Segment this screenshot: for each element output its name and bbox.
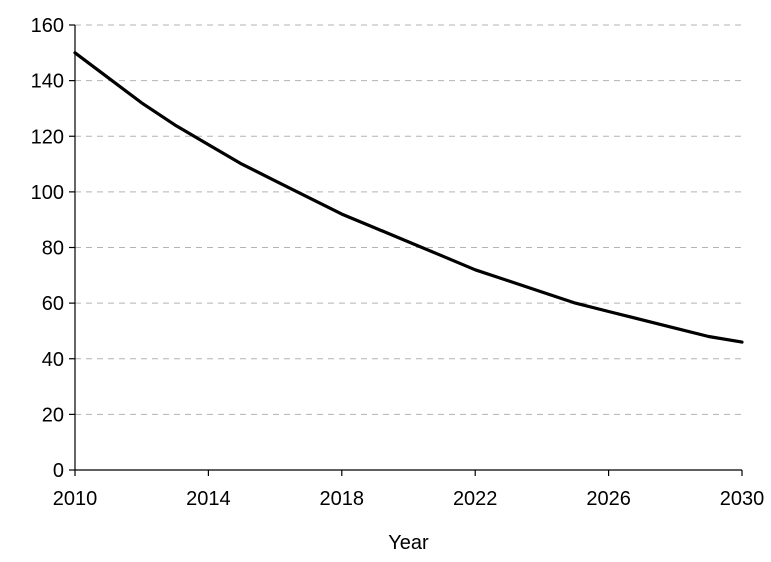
y-tick-label: 80 bbox=[42, 238, 64, 260]
x-axis-title: Year bbox=[388, 532, 429, 554]
series-lines bbox=[73, 51, 744, 344]
x-tick-label: 2030 bbox=[720, 488, 765, 510]
y-tick-label: 100 bbox=[31, 182, 64, 204]
gridlines bbox=[75, 24, 742, 415]
x-tick-label: 2014 bbox=[186, 488, 231, 510]
y-tick-label: 40 bbox=[42, 349, 64, 371]
y-tick-label: 20 bbox=[42, 404, 64, 426]
y-axis: 0 20 40 60 80 100 120 140 160 bbox=[31, 15, 75, 482]
x-tick-label: 2010 bbox=[53, 488, 98, 510]
x-tick-label: 2022 bbox=[453, 488, 498, 510]
y-tick-label: 140 bbox=[31, 71, 64, 93]
y-tick-label: 120 bbox=[31, 126, 64, 148]
y-tick-label: 60 bbox=[42, 293, 64, 315]
x-tick-label: 2026 bbox=[586, 488, 631, 510]
x-axis: 2010 2014 2018 2022 2026 2030 bbox=[53, 470, 765, 510]
y-tick-label: 160 bbox=[31, 15, 64, 37]
series-line bbox=[73, 51, 744, 344]
y-tick-label: 0 bbox=[53, 460, 64, 482]
x-tick-label: 2018 bbox=[320, 488, 365, 510]
